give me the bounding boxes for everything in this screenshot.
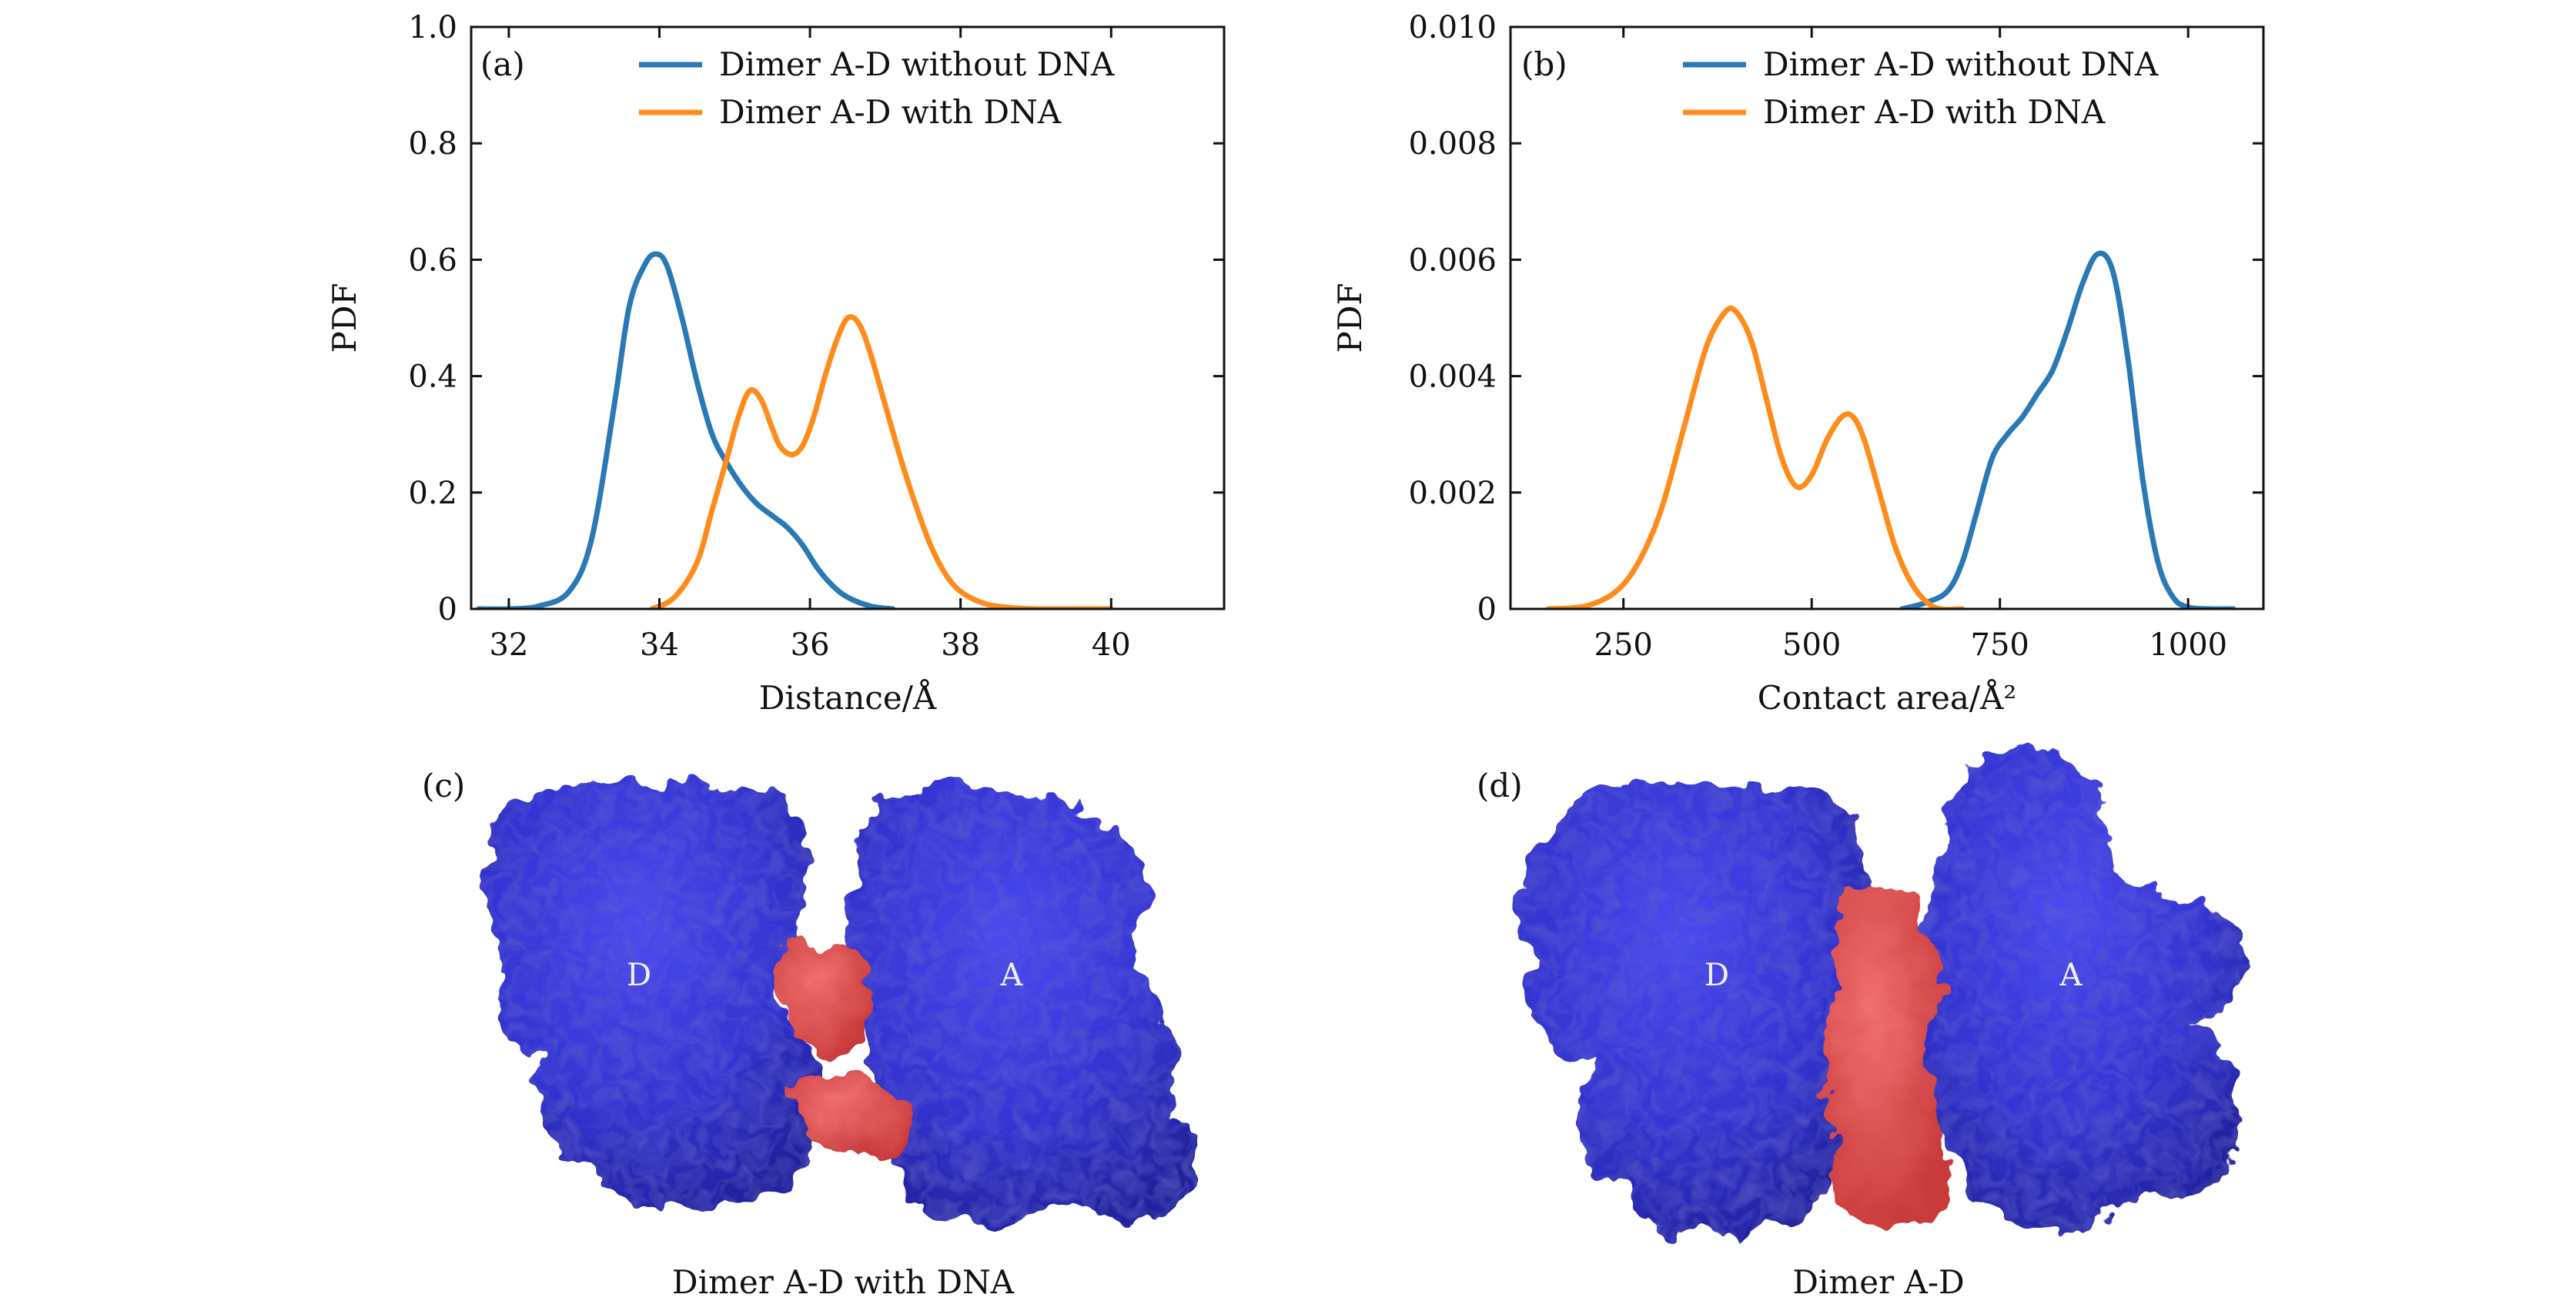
axes-frame (1509, 25, 2265, 610)
chain-label-a-d: A (2059, 958, 2083, 993)
y-tick-label: 1.0 (408, 10, 457, 45)
x-tick-label: 40 (1092, 627, 1131, 663)
series-line-with-dna (1545, 305, 1965, 609)
protein-chain-d-c (484, 778, 822, 1209)
protein-chain-a-d (1922, 745, 2244, 1236)
x-tick-label: 38 (941, 627, 980, 663)
y-tick-label: 0 (1477, 592, 1497, 627)
chain-label-a-c: A (1000, 958, 1024, 993)
chain-label-d-d: D (1705, 958, 1729, 993)
protein-surface-c (484, 778, 1203, 1226)
chart-panel-b: 250 500 750 1000 0 0.002 0.004 0.006 0.008 0.010 C… (1331, 10, 2265, 717)
y-tick-label: 0.2 (408, 476, 457, 511)
y-tick-label: 0.008 (1408, 126, 1497, 162)
contact-region-c (777, 938, 916, 1157)
x-tick-label: 32 (489, 627, 528, 663)
legend-label-without-dna: Dimer A-D without DNA (1763, 45, 2159, 83)
chart-panel-a: 32 34 36 38 40 0 0.2 0.4 0.6 0.8 1.0 Distance/Å PDF (… (326, 10, 1226, 717)
panel-letter-b: (b) (1521, 45, 1567, 83)
panel-letter-d: (d) (1477, 767, 1523, 804)
legend-label-with-dna: Dimer A-D with DNA (719, 93, 1062, 131)
legend-label-without-dna: Dimer A-D without DNA (719, 45, 1115, 83)
contact-patch-upper-c (777, 938, 871, 1057)
y-tick-label: 0.002 (1408, 476, 1497, 511)
x-tick-label: 36 (791, 627, 830, 663)
y-tick-label: 0.006 (1408, 242, 1497, 278)
chain-label-d-c: D (627, 958, 651, 993)
molecule-panel-c: (c) D A Dimer A-D with DNA (422, 767, 1203, 1301)
x-tick-label: 34 (640, 627, 679, 663)
y-tick-label: 0.6 (408, 242, 457, 278)
y-tick-label: 0.004 (1408, 360, 1497, 395)
y-tick-label: 0 (438, 592, 457, 627)
caption-c: Dimer A-D with DNA (672, 1263, 1015, 1301)
series-line-with-dna (649, 314, 1114, 609)
x-tick-label: 500 (1782, 627, 1841, 663)
contact-patch-lower-c (790, 1075, 916, 1157)
y-tick-label: 0.4 (408, 360, 457, 395)
legend-label-with-dna: Dimer A-D with DNA (1763, 93, 2106, 131)
axes-frame (470, 25, 1226, 610)
contact-region-d (1824, 895, 1947, 1232)
y-axis-label: PDF (1331, 283, 1369, 353)
x-tick-label: 250 (1594, 627, 1653, 663)
y-axis-label: PDF (326, 283, 363, 353)
panel-letter-a: (a) (480, 45, 525, 83)
protein-surface-d (1521, 745, 2244, 1236)
y-tick-label: 0.8 (408, 126, 457, 162)
x-axis-label: Contact area/Å² (1758, 678, 2016, 717)
contact-patch-d (1824, 895, 1947, 1232)
x-tick-label: 1000 (2149, 627, 2227, 663)
caption-d: Dimer A-D (1792, 1263, 1964, 1301)
x-axis-label: Distance/Å (759, 678, 937, 717)
x-tick-label: 750 (1971, 627, 2029, 663)
protein-chain-d-d (1521, 778, 1870, 1236)
protein-chain-a-c (848, 787, 1203, 1226)
series-line-without-dna (476, 251, 896, 609)
y-tick-label: 0.010 (1408, 10, 1497, 45)
panel-letter-c: (c) (422, 767, 465, 804)
series-line-without-dna (1899, 250, 2236, 609)
molecule-panel-d: (d) D A Dimer A-D (1477, 745, 2244, 1301)
